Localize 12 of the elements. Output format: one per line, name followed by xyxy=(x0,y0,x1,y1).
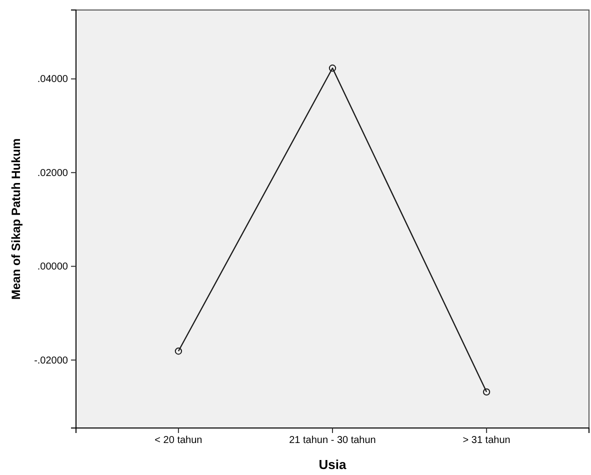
y-tick-label: .04000 xyxy=(37,74,68,86)
y-tick-label: .02000 xyxy=(37,168,68,179)
x-axis-title: Usia xyxy=(318,457,347,472)
x-tick-label: 21 tahun - 30 tahun xyxy=(289,435,376,446)
x-tick-label: > 31 tahun xyxy=(462,435,510,446)
y-tick-label: -.02000 xyxy=(34,355,68,366)
point xyxy=(482,388,490,396)
x-tick-label: < 20 tahun xyxy=(154,435,202,446)
y-tick-label: .00000 xyxy=(37,262,68,273)
point xyxy=(328,64,336,72)
point xyxy=(174,348,182,355)
y-axis-title: Mean of Sikap Patuh Hukum xyxy=(9,138,23,300)
